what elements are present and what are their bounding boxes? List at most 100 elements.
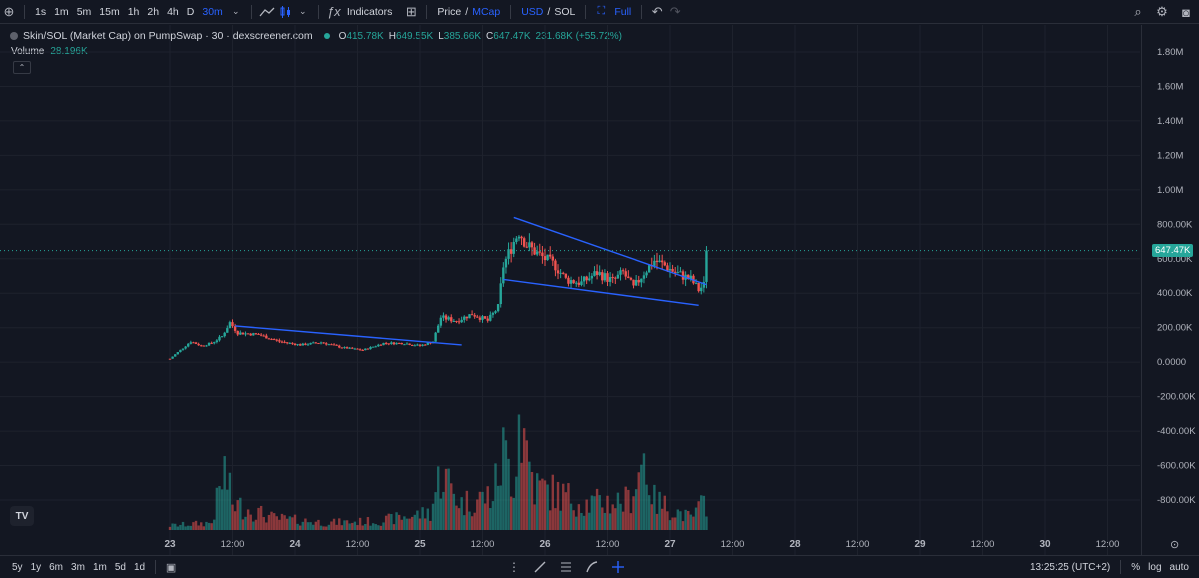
price-mcap-separator: / xyxy=(465,5,469,18)
range-3m[interactable]: 3m xyxy=(71,561,85,573)
candle-body xyxy=(543,256,547,261)
indicators-icon[interactable]: ƒx xyxy=(326,4,341,19)
volume-bar xyxy=(608,513,612,530)
volume-bar xyxy=(515,476,518,530)
search-icon[interactable]: ⌕ xyxy=(1134,4,1142,19)
candle-body xyxy=(405,343,409,345)
candle-body xyxy=(343,347,346,349)
candle-body xyxy=(595,271,599,275)
volume-bar xyxy=(590,495,594,530)
interval-15m[interactable]: 15m xyxy=(99,5,120,18)
chevron-down-icon[interactable]: ⌄ xyxy=(299,6,307,16)
sol-toggle[interactable]: SOL xyxy=(554,5,576,18)
volume-bar xyxy=(194,520,198,530)
candle-body xyxy=(176,352,180,355)
calendar-range-icon[interactable]: ▣ xyxy=(165,561,177,574)
volume-bar xyxy=(470,516,474,530)
candle-body xyxy=(270,338,273,340)
clock-display[interactable]: 13:25:25 (UTC+2) xyxy=(1029,561,1111,573)
volume-bar xyxy=(184,526,187,530)
volume-bar xyxy=(614,508,617,530)
brush-icon[interactable] xyxy=(582,558,602,576)
range-6m[interactable]: 6m xyxy=(49,561,64,573)
candle-body xyxy=(632,279,635,286)
candle-body xyxy=(499,283,502,305)
candle-body xyxy=(522,238,526,247)
range-1m[interactable]: 1m xyxy=(92,561,107,573)
price-toggle[interactable]: Price xyxy=(437,5,462,18)
tradingview-logo[interactable]: TV xyxy=(10,506,34,526)
divider xyxy=(510,4,512,19)
candle-body xyxy=(538,251,541,253)
interval-d[interactable]: D xyxy=(186,5,195,18)
percent-toggle[interactable]: % xyxy=(1131,561,1141,573)
chevron-down-icon[interactable]: ⌄ xyxy=(232,6,240,16)
volume-bar xyxy=(296,523,299,530)
interval-1s[interactable]: 1s xyxy=(35,5,47,18)
trend-line-icon[interactable] xyxy=(530,558,550,576)
interval-5m[interactable]: 5m xyxy=(76,5,92,18)
full-button[interactable]: Full xyxy=(614,5,632,18)
volume-bar xyxy=(525,440,528,530)
interval-1h[interactable]: 1h xyxy=(127,5,140,18)
price-chart[interactable]: 23 12:00 24 12:00 25 12:00 26 12:00 27 12:00 28 12:… xyxy=(0,25,1140,555)
volume-bar xyxy=(335,524,338,530)
range-5y[interactable]: 5y xyxy=(12,561,23,573)
volume-bar xyxy=(317,519,320,530)
volume-bar xyxy=(629,513,633,530)
candle-body xyxy=(520,236,523,239)
redo-icon[interactable]: ↷ xyxy=(669,3,681,19)
candle-body xyxy=(408,343,411,345)
crosshair-icon[interactable] xyxy=(608,558,628,576)
close-value: 647.47K xyxy=(493,30,531,42)
candles-icon[interactable] xyxy=(276,3,294,21)
volume-bar xyxy=(463,515,466,530)
auto-toggle[interactable]: auto xyxy=(1169,561,1189,573)
volume-bar xyxy=(444,468,448,530)
fullscreen-icon[interactable]: ⛶ xyxy=(597,5,606,17)
collapse-tools-icon[interactable]: ⋮ xyxy=(508,560,520,574)
candle-body xyxy=(356,348,359,350)
open-value: 415.78K xyxy=(346,30,384,42)
indicators-button[interactable]: Indicators xyxy=(346,5,393,18)
candle-body xyxy=(220,336,224,338)
reset-scale-icon[interactable]: ⊙ xyxy=(1170,539,1180,551)
candle-body xyxy=(340,347,344,349)
line-chart-icon[interactable] xyxy=(258,3,276,21)
range-1d[interactable]: 1d xyxy=(133,561,146,573)
price-axis[interactable]: 1.80M 1.60M 1.40M 1.20M 1.00M 800.00K 600.00K 4… xyxy=(1141,25,1199,555)
candle-body xyxy=(288,342,291,344)
candle-body xyxy=(473,315,476,317)
volume-bar xyxy=(267,514,271,530)
bottom-bar: 5y 1y 6m 3m 1m 5d 1d ▣ 13:25:25 (UTC+2) … xyxy=(0,555,1199,578)
fib-lines-icon[interactable] xyxy=(556,558,576,576)
volume-bar xyxy=(585,499,588,530)
range-5d[interactable]: 5d xyxy=(114,561,126,573)
volume-bar xyxy=(244,516,247,530)
interval-30m[interactable]: 30m xyxy=(202,5,223,18)
log-toggle[interactable]: log xyxy=(1148,561,1162,573)
candle-body xyxy=(564,273,568,278)
camera-icon[interactable]: ◙ xyxy=(1182,4,1190,20)
candle-body xyxy=(377,344,380,347)
layout-grid-icon[interactable]: ⊞ xyxy=(405,3,417,19)
volume-bar xyxy=(595,488,599,530)
undo-icon[interactable]: ↶ xyxy=(651,3,663,19)
volume-bar xyxy=(684,509,687,530)
interval-4h[interactable]: 4h xyxy=(167,5,179,18)
usd-toggle[interactable]: USD xyxy=(521,5,544,18)
gear-icon[interactable]: ⚙ xyxy=(1156,4,1168,19)
add-symbol-icon[interactable]: ⊕ xyxy=(3,3,15,19)
candle-body xyxy=(530,242,534,248)
y-tick-label: 1.20M xyxy=(1157,150,1183,161)
candle-body xyxy=(442,315,445,318)
volume-bar xyxy=(270,511,273,530)
interval-1m[interactable]: 1m xyxy=(54,5,69,18)
interval-2h[interactable]: 2h xyxy=(147,5,160,18)
range-1y[interactable]: 1y xyxy=(30,561,42,573)
mcap-toggle[interactable]: MCap xyxy=(472,5,501,18)
volume-bar xyxy=(228,472,232,530)
candle-body xyxy=(330,344,333,346)
volume-bar xyxy=(197,525,200,530)
collapse-legend-button[interactable]: ⌃ xyxy=(13,61,31,74)
